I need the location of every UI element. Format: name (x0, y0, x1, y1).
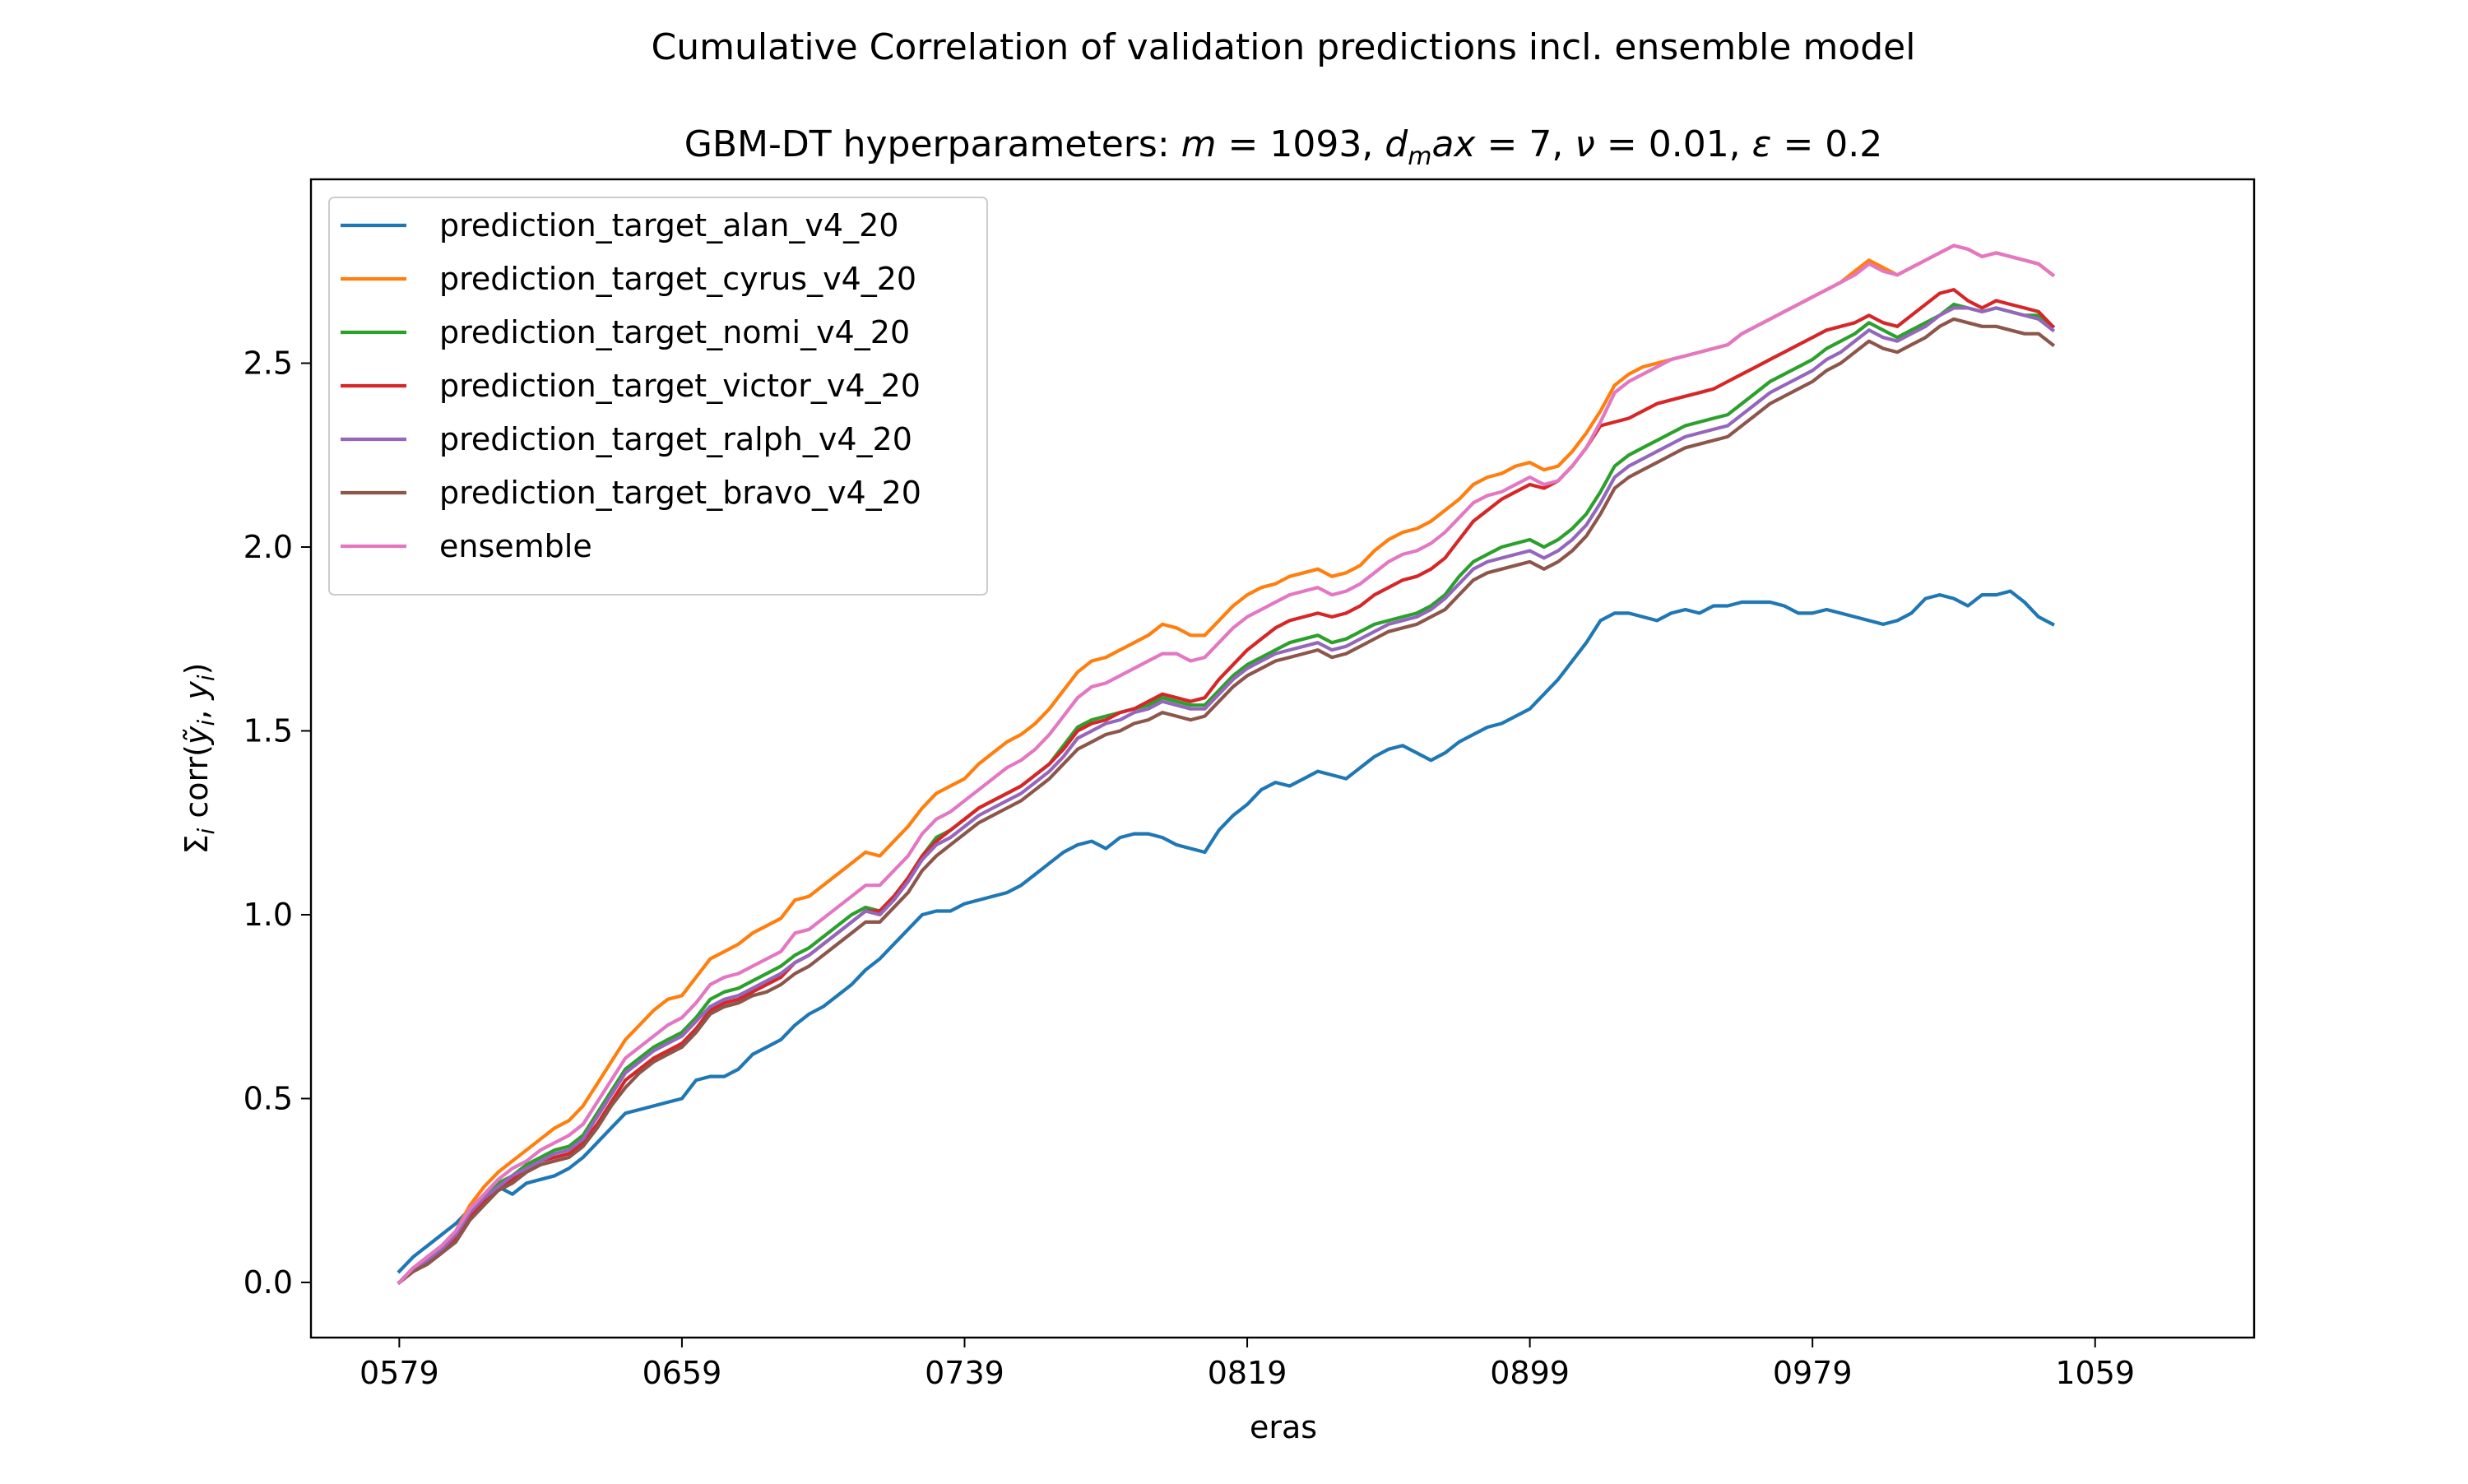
ylabel-sub-1: i (193, 828, 220, 834)
title-d-value: = 7, (1475, 123, 1575, 165)
x-axis: 0579 0659 0739 0819 0899 0979 1059 (360, 1338, 2135, 1391)
x-tick-label: 0979 (1773, 1355, 1853, 1391)
ylabel-y: y (179, 681, 215, 701)
series-layer (397, 243, 2056, 1285)
legend-label-2: prediction_target_nomi_v4_20 (439, 314, 910, 350)
title-d-subscript: m (1408, 142, 1431, 171)
title-m-symbol: m (1181, 123, 1217, 165)
title-eps-value: = 0.2 (1771, 123, 1882, 165)
series-line-3 (397, 288, 2056, 1285)
legend: prediction_target_alan_v4_20 prediction_t… (328, 197, 988, 596)
title-m-value: = 1093, (1217, 123, 1385, 165)
y-tick-label: 0.5 (244, 1080, 293, 1116)
title-prefix: GBM-DT hyperparameters: (684, 123, 1181, 165)
ylabel-sigma: Σ (179, 834, 215, 854)
x-tick-label: 0739 (925, 1355, 1004, 1391)
y-axis-label: Σi corr(ỹi, yi) (179, 663, 220, 855)
legend-label-1: prediction_target_cyrus_v4_20 (439, 261, 916, 297)
x-tick-label: 1059 (2055, 1355, 2135, 1391)
series-line-6 (397, 243, 2056, 1285)
title-nu-symbol: ν (1575, 123, 1595, 165)
ylabel-corr: corr( (179, 744, 215, 828)
series-line-2 (397, 302, 2056, 1285)
x-tick-label: 0579 (360, 1355, 439, 1391)
series-line-4 (397, 306, 2056, 1285)
x-tick-label: 0819 (1208, 1355, 1287, 1391)
y-tick-label: 0.0 (244, 1264, 293, 1301)
legend-box (328, 197, 988, 596)
title-eps-symbol: ε (1752, 123, 1772, 165)
ylabel-sep: , (179, 700, 215, 720)
legend-label-4: prediction_target_ralph_v4_20 (439, 421, 912, 457)
y-tick-label: 2.0 (244, 529, 293, 565)
ylabel-sub-3: i (193, 675, 220, 681)
chart-suptitle: Cumulative Correlation of validation pre… (652, 26, 1916, 68)
legend-label-6: ensemble (439, 528, 592, 564)
y-tick-label: 1.5 (244, 712, 293, 749)
ylabel-sub-2: i (193, 720, 220, 726)
y-tick-label: 1.0 (244, 897, 293, 933)
legend-label-5: prediction_target_bravo_v4_20 (439, 475, 921, 511)
series-line-0 (397, 589, 2056, 1274)
title-nu-value: = 0.01, (1595, 123, 1752, 165)
plot-frame (309, 178, 2256, 1339)
y-tick-label: 2.5 (244, 345, 293, 381)
x-tick-label: 0659 (643, 1355, 722, 1391)
x-tick-label: 0899 (1490, 1355, 1570, 1391)
y-axis: 0.0 0.5 1.0 1.5 2.0 2.5 (244, 345, 311, 1301)
ylabel-close: ) (179, 663, 215, 675)
ylabel-yhat: ỹ (179, 726, 215, 745)
series-line-5 (397, 317, 2056, 1285)
legend-label-0: prediction_target_alan_v4_20 (439, 207, 898, 243)
title-d-rest: ax (1431, 123, 1476, 165)
title-d-symbol: d (1385, 123, 1408, 165)
legend-label-3: prediction_target_victor_v4_20 (439, 368, 921, 404)
chart-title: GBM-DT hyperparameters: m = 1093, dmax =… (684, 123, 1883, 171)
x-axis-label: eras (1250, 1409, 1317, 1445)
